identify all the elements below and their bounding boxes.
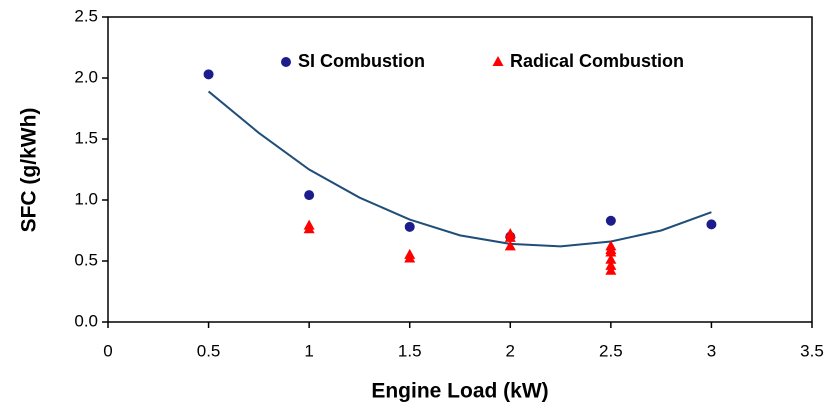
y-tick-label: 0.0 [74, 311, 98, 330]
point [706, 219, 717, 230]
point [404, 252, 416, 263]
y-tick-label: 1.5 [74, 128, 98, 147]
legend-label: SI Combustion [298, 51, 425, 71]
y-axis-title: SFC (g/kWh) [18, 108, 41, 233]
legend-marker [281, 57, 291, 67]
x-tick-label: 2.5 [599, 341, 623, 360]
point [605, 264, 617, 275]
point [404, 221, 415, 232]
x-tick-label: 3.5 [800, 341, 824, 360]
x-tick-label: 2 [506, 341, 515, 360]
x-tick-label: 0.5 [197, 341, 221, 360]
legend-label: Radical Combustion [510, 51, 684, 71]
point [304, 190, 315, 201]
trend-line [207, 90, 712, 248]
point [605, 246, 617, 257]
x-tick-label: 0 [103, 341, 112, 360]
y-tick-label: 2.5 [74, 6, 98, 25]
y-tick-label: 2.0 [74, 67, 98, 86]
x-axis-title: Engine Load (kW) [371, 380, 548, 403]
point [504, 240, 516, 251]
x-tick-label: 1 [304, 341, 313, 360]
x-tick-label: 1.5 [398, 341, 422, 360]
point [303, 223, 315, 234]
point [605, 253, 617, 264]
x-tick-label: 3 [707, 341, 716, 360]
y-tick-label: 0.5 [74, 250, 98, 269]
point [203, 69, 214, 80]
y-tick-label: 1.0 [74, 189, 98, 208]
legend-marker [492, 56, 504, 66]
point [504, 231, 516, 242]
point [605, 215, 616, 226]
plot-frame [107, 16, 813, 323]
